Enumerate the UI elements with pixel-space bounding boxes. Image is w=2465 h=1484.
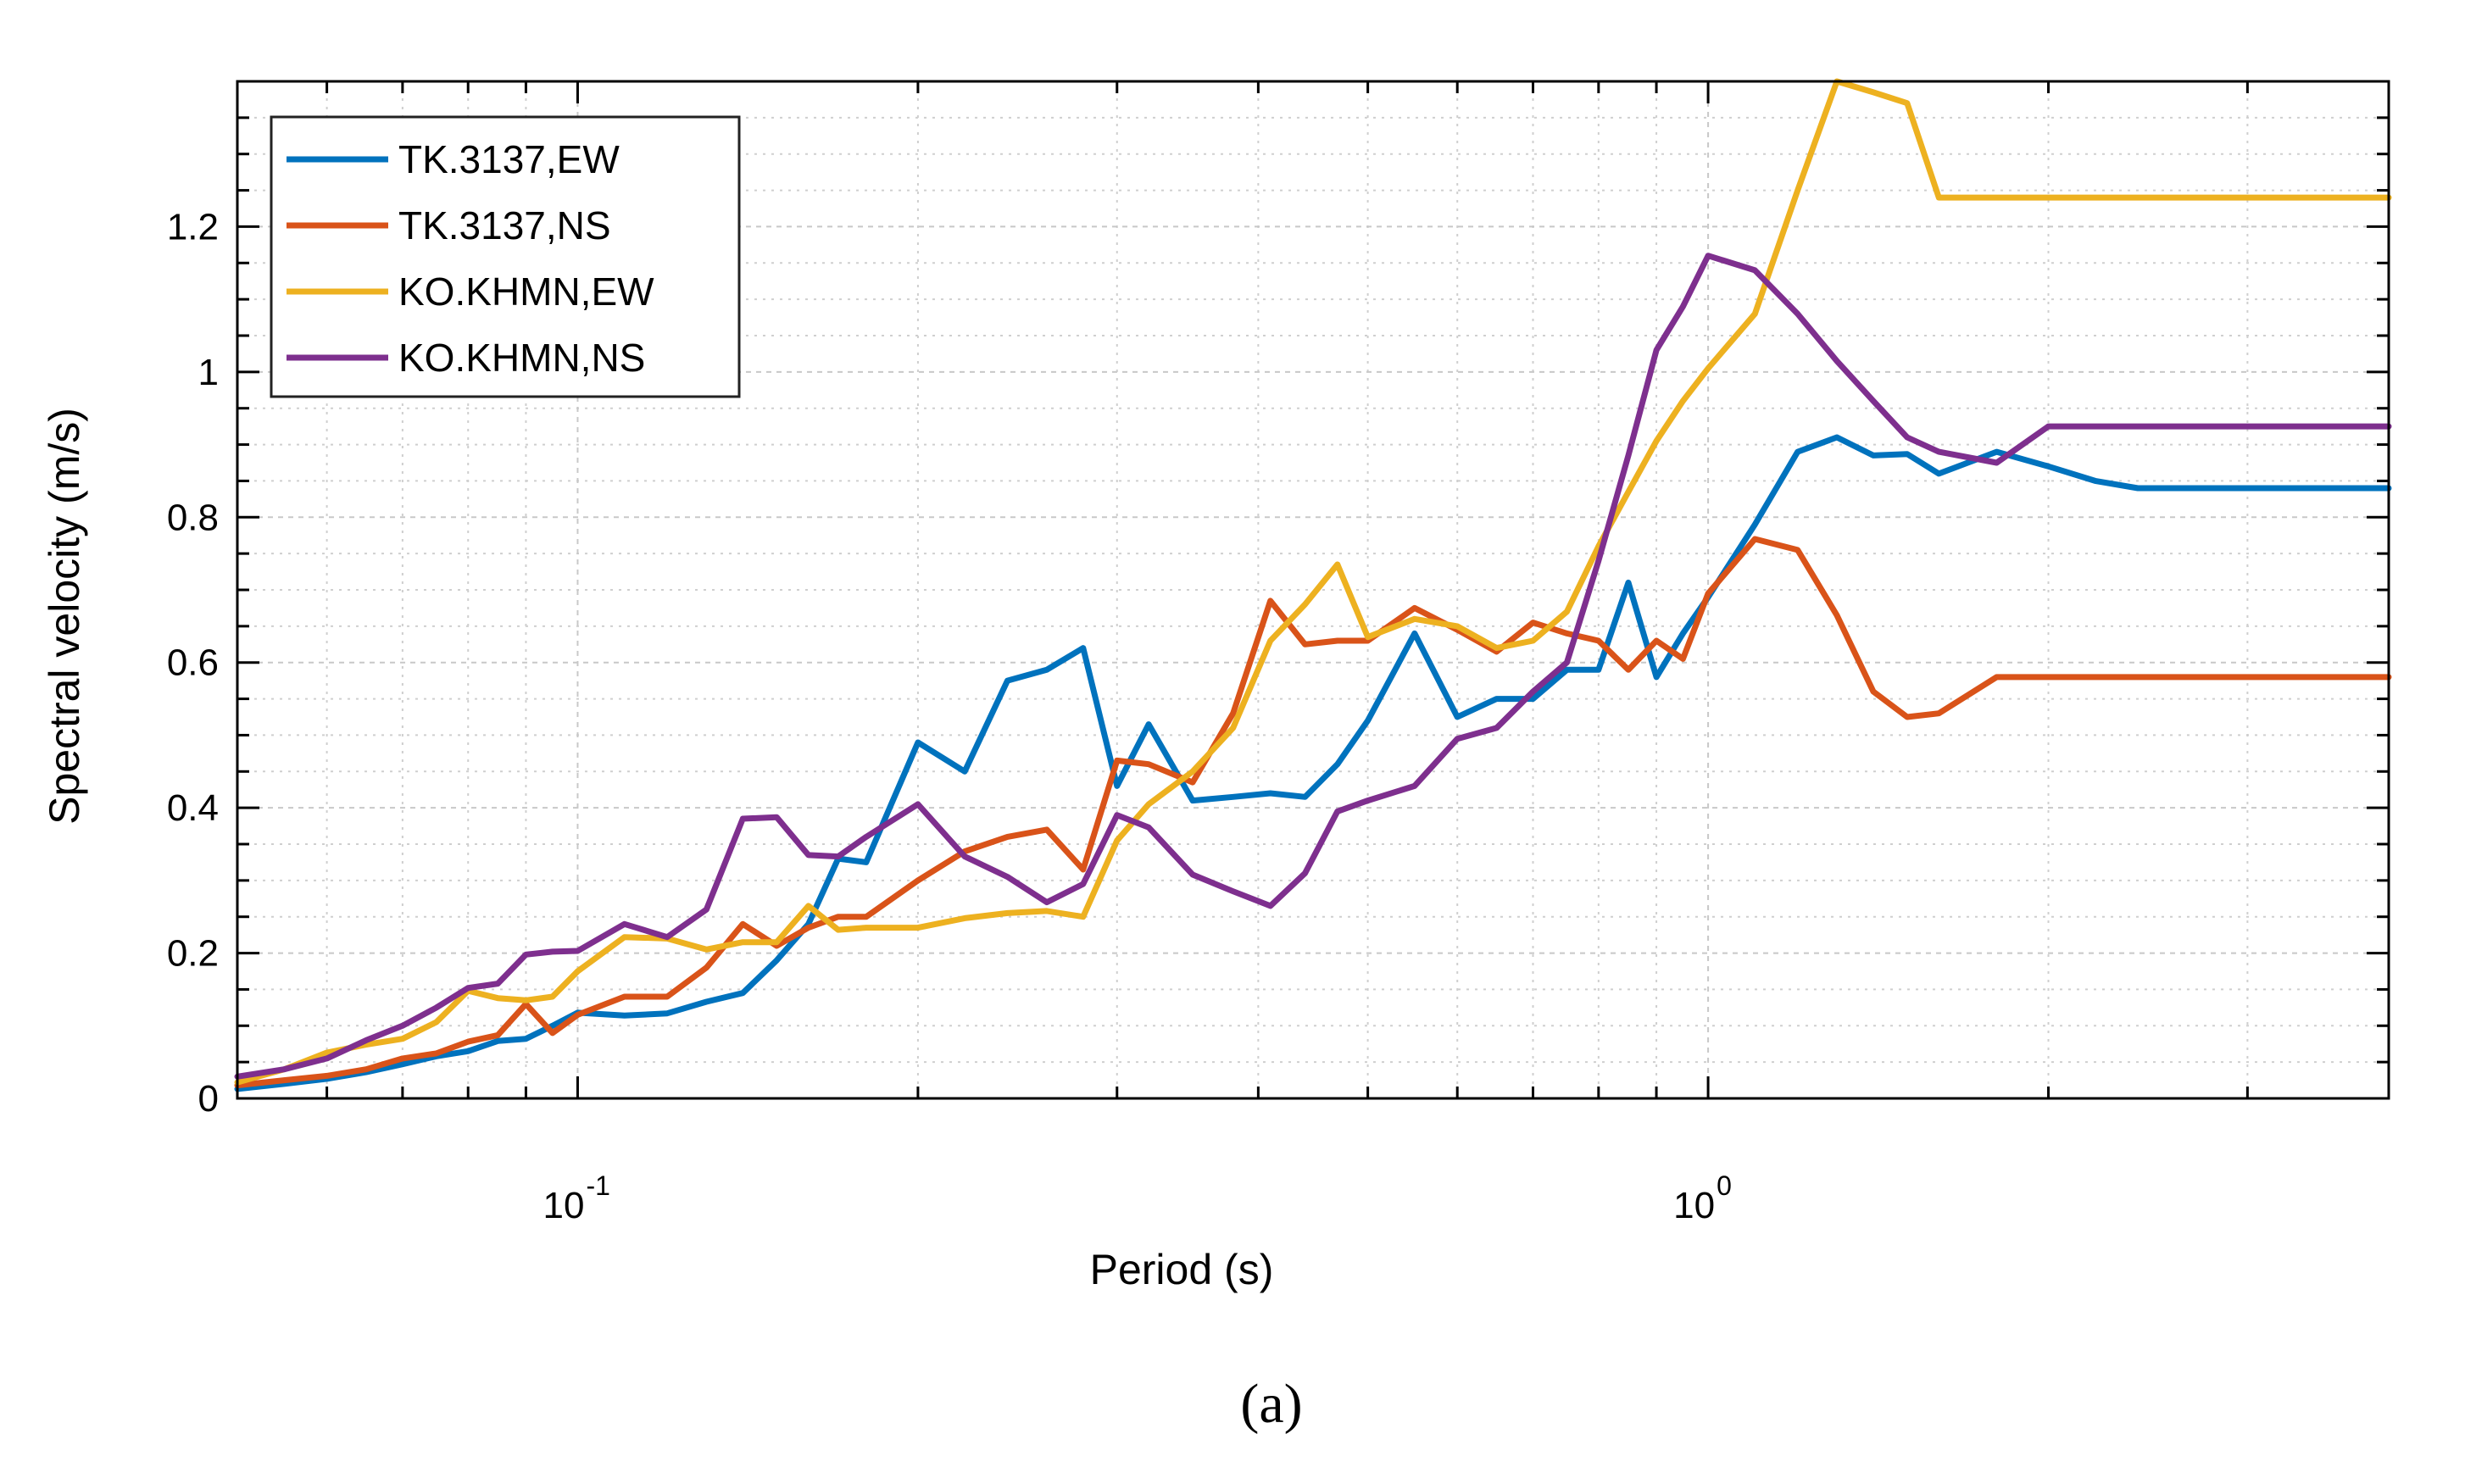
y-tick-label: 0.8 — [167, 497, 219, 538]
series-line-ko-khmn-ew — [234, 78, 2392, 1086]
series-lines — [234, 78, 2392, 1092]
x-tick-labels: 10 -1 10 0 — [543, 1170, 1732, 1226]
series-line-tk-3137-ew — [234, 434, 2392, 1092]
x-tick-label: 10 0 — [1673, 1170, 1732, 1226]
x-tick-label-base: 10 — [543, 1185, 585, 1226]
y-axis-title: Spectral velocity (m/s) — [41, 408, 88, 825]
y-tick-label: 1 — [198, 352, 219, 393]
axis-ticks — [236, 80, 2390, 1100]
y-tick-labels: 0 0.2 0.4 0.6 0.8 1 1.2 — [167, 206, 219, 1120]
legend-label-tk-3137-ew: TK.3137,EW — [398, 137, 620, 181]
series-line-ko-khmn-ns — [234, 253, 2392, 1080]
legend-box — [270, 115, 741, 398]
x-tick-label-exponent: -1 — [586, 1170, 609, 1201]
legend-label-ko-khmn-ew: KO.KHMN,EW — [398, 270, 654, 314]
x-tick-label-exponent: 0 — [1717, 1170, 1732, 1201]
y-tick-label: 0.6 — [167, 642, 219, 684]
series-line-tk-3137-ns — [234, 536, 2392, 1089]
x-tick-label-base: 10 — [1673, 1185, 1715, 1226]
legend: TK.3137,EW TK.3137,NS KO.KHMN,EW KO.KHMN,NS — [270, 115, 741, 398]
y-tick-label: 1.2 — [167, 206, 219, 247]
legend-label-tk-3137-ns: TK.3137,NS — [398, 203, 611, 247]
y-tick-label: 0.2 — [167, 933, 219, 975]
figure-caption: (a) — [1240, 1373, 1302, 1435]
y-tick-label: 0.4 — [167, 787, 219, 829]
x-axis-title: Period (s) — [1090, 1246, 1274, 1293]
y-tick-label: 0 — [198, 1078, 219, 1120]
legend-label-ko-khmn-ns: KO.KHMN,NS — [398, 336, 645, 380]
x-tick-label: 10 -1 — [543, 1170, 610, 1226]
